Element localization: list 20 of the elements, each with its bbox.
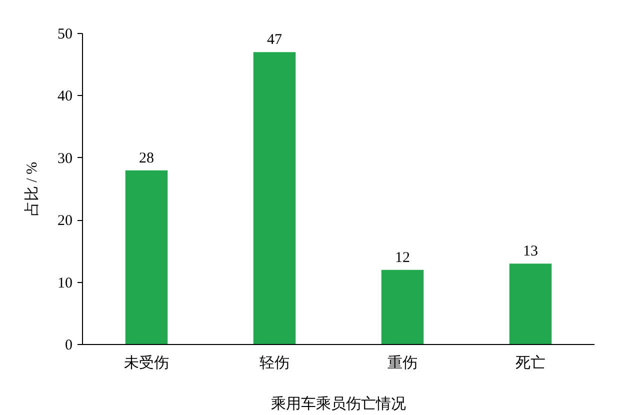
x-tick-label: 死亡 — [516, 354, 546, 372]
y-tick-label: 10 — [58, 275, 72, 292]
y-axis-title: 占比 / % — [24, 162, 40, 216]
x-tick-label: 轻伤 — [260, 354, 290, 372]
bar — [253, 52, 296, 344]
x-axis-title: 乘用车乘员伤亡情况 — [271, 396, 406, 412]
data-label: 47 — [267, 32, 282, 48]
bar — [125, 170, 168, 344]
y-tick-label: 50 — [58, 26, 72, 42]
data-label: 28 — [139, 150, 154, 166]
y-tick-label: 0 — [65, 338, 72, 354]
data-label: 13 — [523, 244, 538, 260]
bar — [509, 264, 552, 344]
y-tick-label: 20 — [58, 213, 72, 230]
y-tick-label: 30 — [58, 150, 72, 167]
x-tick-label: 未受伤 — [124, 354, 169, 372]
x-tick-label: 重伤 — [388, 354, 418, 372]
y-tick-label: 40 — [58, 88, 72, 105]
bar — [381, 270, 424, 344]
data-label: 12 — [395, 250, 410, 266]
